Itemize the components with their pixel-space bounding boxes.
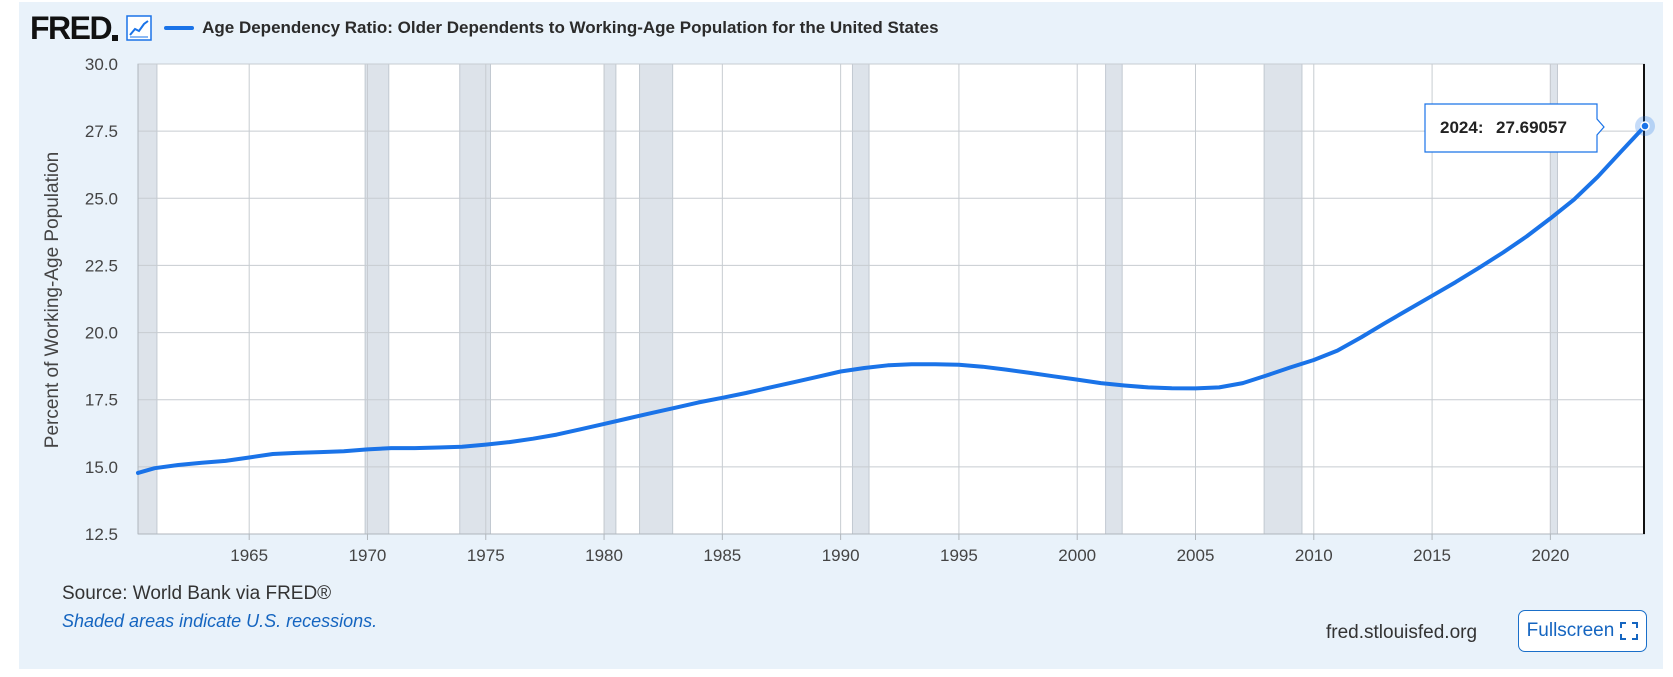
x-tick-label: 2020 — [1531, 546, 1569, 565]
highlight-dot — [1640, 121, 1650, 131]
tooltip-label: 2024: — [1440, 118, 1483, 137]
x-axis-ticks: 1965 1970 1975 1980 1985 1990 1995 2000 2005 2010… — [230, 534, 1569, 565]
fred-logo[interactable]: FRED — [30, 12, 119, 44]
site-link[interactable]: fred.stlouisfed.org — [1326, 622, 1478, 643]
recession-note: Shaded areas indicate U.S. recessions. — [62, 611, 378, 631]
tooltip: 2024: 27.69057 — [1424, 103, 1605, 153]
x-tick-label: 2005 — [1177, 546, 1215, 565]
x-tick-label: 2010 — [1295, 546, 1333, 565]
fullscreen-icon — [1620, 622, 1639, 640]
recession-band — [1105, 63, 1123, 535]
graph-icon[interactable] — [126, 15, 152, 41]
x-tick-label: 1985 — [703, 546, 741, 565]
y-tick-label: 27.5 — [85, 122, 118, 141]
chart-header: FRED Age Dependency Ratio: Older Depende… — [30, 10, 939, 46]
recession-band — [137, 63, 158, 535]
tooltip-box — [1424, 103, 1605, 153]
y-axis-ticks: 12.5 15.0 17.5 20.0 22.5 25.0 27.5 30.0 — [85, 55, 118, 544]
recession-band — [851, 63, 870, 535]
source-text: Source: World Bank via FRED® — [62, 583, 332, 604]
series-line — [136, 124, 1647, 475]
x-tick-label: 1965 — [230, 546, 268, 565]
fullscreen-label: Fullscreen — [1526, 620, 1615, 641]
x-tick-label: 1980 — [585, 546, 623, 565]
x-tick-label: 1970 — [349, 546, 387, 565]
x-tick-label: 1975 — [467, 546, 505, 565]
x-tick-label: 1990 — [822, 546, 860, 565]
y-tick-label: 17.5 — [85, 391, 118, 410]
gridlines — [138, 63, 1645, 535]
y-tick-label: 30.0 — [85, 55, 118, 74]
x-tick-label: 2000 — [1058, 546, 1096, 565]
plot-background — [138, 64, 1645, 534]
x-tick-label: 2015 — [1413, 546, 1451, 565]
recession-band — [603, 63, 617, 535]
x-tick-label: 1995 — [940, 546, 978, 565]
y-tick-label: 12.5 — [85, 525, 118, 544]
recession-band — [639, 63, 674, 535]
recession-band — [364, 63, 390, 535]
legend-swatch — [164, 26, 195, 30]
y-tick-label: 15.0 — [85, 458, 118, 477]
tooltip-value: 27.69057 — [1496, 118, 1567, 137]
y-tick-label: 20.0 — [85, 324, 118, 343]
y-tick-label: 25.0 — [85, 189, 118, 208]
recession-band — [1263, 63, 1303, 535]
fullscreen-button[interactable]: Fullscreen — [1518, 610, 1647, 652]
y-tick-label: 22.5 — [85, 256, 118, 275]
y-axis-title: Percent of Working-Age Population — [42, 152, 63, 448]
chart-title: Age Dependency Ratio: Older Dependents t… — [202, 18, 939, 37]
